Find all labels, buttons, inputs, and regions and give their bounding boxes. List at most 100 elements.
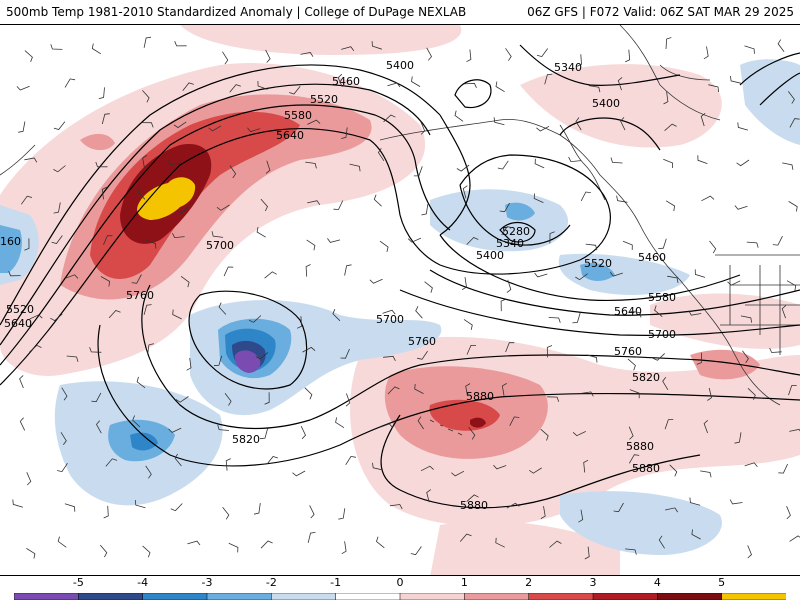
contour-label: 5820 xyxy=(632,371,660,384)
wind-barb xyxy=(141,122,154,128)
contour-label: 5700 xyxy=(376,313,404,326)
wind-barb xyxy=(782,162,794,170)
wind-barb xyxy=(222,51,229,65)
wind-barb xyxy=(727,280,741,286)
wind-barb xyxy=(568,156,581,163)
contour-label: 5400 xyxy=(476,249,504,262)
wind-barb xyxy=(187,540,201,546)
wind-barb xyxy=(547,396,560,402)
contour-label: 5880 xyxy=(626,440,654,453)
wind-barb xyxy=(501,226,513,236)
wind-barb xyxy=(729,499,743,505)
wind-barb xyxy=(534,272,548,278)
contour-label: 5400 xyxy=(386,59,414,72)
contour-label: 5580 xyxy=(284,109,312,122)
contour-label: 5820 xyxy=(232,433,260,446)
wind-barb xyxy=(91,43,102,55)
colorbar-segment xyxy=(14,593,80,600)
wind-barb xyxy=(426,489,432,503)
purple-anomaly xyxy=(234,350,261,373)
wind-barb xyxy=(625,49,631,63)
wind-barb xyxy=(629,389,640,399)
contour-labels: 5400 5340 5460 5520 5580 5640 5400 5280 … xyxy=(0,59,676,512)
wind-barb xyxy=(462,185,468,199)
wind-barb xyxy=(709,240,717,254)
wind-barb xyxy=(108,310,121,319)
wind-barb xyxy=(493,117,505,126)
wind-barb xyxy=(663,158,674,169)
wind-barb xyxy=(309,505,315,519)
wind-barb xyxy=(96,420,102,434)
contour-label: 5520 xyxy=(310,93,338,106)
colorbar-segment xyxy=(142,593,208,600)
wind-barb xyxy=(548,317,561,323)
colorbar-strip xyxy=(14,593,786,600)
wind-barb xyxy=(665,200,676,212)
wind-barb xyxy=(176,206,190,214)
wind-barb xyxy=(499,202,510,213)
wind-barb xyxy=(264,271,277,279)
wind-barb xyxy=(344,264,352,276)
wind-barb xyxy=(131,274,142,284)
contour-label: 5700 xyxy=(648,328,676,341)
wind-barb xyxy=(468,426,476,440)
wind-barb xyxy=(147,343,154,355)
contour-label: 5760 xyxy=(614,345,642,358)
wind-barb xyxy=(586,354,598,363)
wind-barb xyxy=(61,387,68,401)
wind-barb xyxy=(20,195,33,205)
wind-barb xyxy=(463,319,473,330)
wind-barb xyxy=(134,500,146,509)
wind-barb xyxy=(172,233,185,239)
wind-barb xyxy=(465,383,471,397)
wind-barb xyxy=(466,237,479,245)
wind-barb xyxy=(333,200,344,210)
wind-barb xyxy=(778,463,788,474)
wind-barb xyxy=(786,280,797,291)
wind-barb xyxy=(426,47,432,61)
wind-barb xyxy=(142,545,151,558)
colorbar-tick-label: -1 xyxy=(330,576,342,589)
wind-barb xyxy=(585,243,598,251)
wind-barb xyxy=(665,507,679,513)
wind-barb xyxy=(173,121,187,129)
wind-barb xyxy=(98,87,105,100)
wind-barb xyxy=(707,387,712,401)
wind-barb xyxy=(369,278,383,284)
wind-barb xyxy=(260,540,273,549)
wind-barb xyxy=(500,298,506,312)
wind-barb xyxy=(256,227,266,238)
anomaly-colorbar: -5 -4 -3 -2 -1 0 1 2 3 4 5 xyxy=(0,576,800,600)
wind-barb xyxy=(417,416,424,430)
wind-barb xyxy=(411,76,421,87)
wind-barb xyxy=(407,237,422,243)
wind-barb xyxy=(609,271,623,277)
wind-barb xyxy=(300,426,306,440)
wind-barb xyxy=(734,432,742,444)
wind-barb xyxy=(495,537,505,548)
colorbar-tick-label: 4 xyxy=(653,576,661,589)
wind-barb xyxy=(665,37,672,50)
wind-barb xyxy=(105,458,118,467)
wind-barb xyxy=(255,352,269,360)
wind-barb xyxy=(747,388,756,400)
wind-barb xyxy=(12,499,24,508)
wind-barb xyxy=(625,548,637,555)
contour-label: 5880 xyxy=(466,390,494,403)
wind-barb xyxy=(746,241,759,248)
wind-barb xyxy=(247,127,261,133)
map-panel[interactable]: 5400 5340 5460 5520 5580 5640 5400 5280 … xyxy=(0,24,800,576)
wind-barb xyxy=(540,506,546,519)
wind-barb xyxy=(103,235,113,245)
wind-barb xyxy=(703,46,709,60)
wind-barb xyxy=(694,269,706,278)
wind-barb xyxy=(389,504,403,510)
wind-barb xyxy=(495,81,505,93)
wind-barb xyxy=(101,113,110,125)
wind-barb xyxy=(211,231,224,238)
coastlines xyxy=(0,25,800,436)
wind-barb xyxy=(420,465,434,472)
wind-barb xyxy=(229,84,241,93)
wind-barb xyxy=(509,416,520,426)
wind-barb xyxy=(787,91,795,104)
